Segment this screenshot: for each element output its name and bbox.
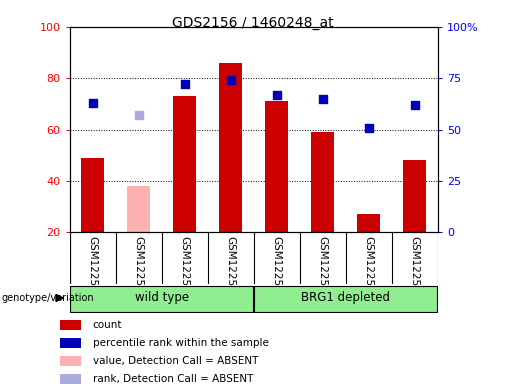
Bar	[357, 214, 380, 232]
Point	[272, 92, 281, 98]
Bar	[173, 96, 196, 232]
Text: GSM122521: GSM122521	[180, 237, 190, 300]
Bar	[60, 320, 81, 330]
Text: rank, Detection Call = ABSENT: rank, Detection Call = ABSENT	[93, 374, 253, 384]
Point	[180, 81, 188, 88]
Text: value, Detection Call = ABSENT: value, Detection Call = ABSENT	[93, 356, 258, 366]
Text: GSM122526: GSM122526	[410, 237, 420, 300]
Point	[365, 124, 373, 131]
Point	[134, 112, 143, 118]
Text: GSM122525: GSM122525	[364, 237, 374, 300]
Text: genotype/variation: genotype/variation	[2, 293, 94, 303]
Point	[89, 100, 97, 106]
Bar	[265, 101, 288, 232]
Point	[319, 96, 327, 102]
Bar	[127, 186, 150, 232]
Text: count: count	[93, 320, 122, 330]
Text: percentile rank within the sample: percentile rank within the sample	[93, 338, 269, 348]
Point	[410, 102, 419, 108]
Text: GSM122524: GSM122524	[318, 237, 328, 300]
Bar	[81, 158, 104, 232]
Text: GDS2156 / 1460248_at: GDS2156 / 1460248_at	[171, 16, 333, 30]
Text: GSM122520: GSM122520	[133, 237, 144, 300]
Bar	[70, 286, 253, 311]
Bar	[60, 374, 81, 384]
Point	[227, 77, 235, 83]
Text: wild type: wild type	[134, 291, 188, 305]
Bar	[403, 161, 426, 232]
Bar	[254, 286, 437, 311]
Text: GSM122522: GSM122522	[226, 237, 236, 300]
Text: GSM122519: GSM122519	[88, 237, 97, 300]
Text: BRG1 depleted: BRG1 depleted	[301, 291, 390, 305]
Bar	[60, 356, 81, 366]
Bar	[311, 132, 334, 232]
Bar	[219, 63, 242, 232]
Text: GSM122523: GSM122523	[271, 237, 282, 300]
Bar	[60, 338, 81, 348]
